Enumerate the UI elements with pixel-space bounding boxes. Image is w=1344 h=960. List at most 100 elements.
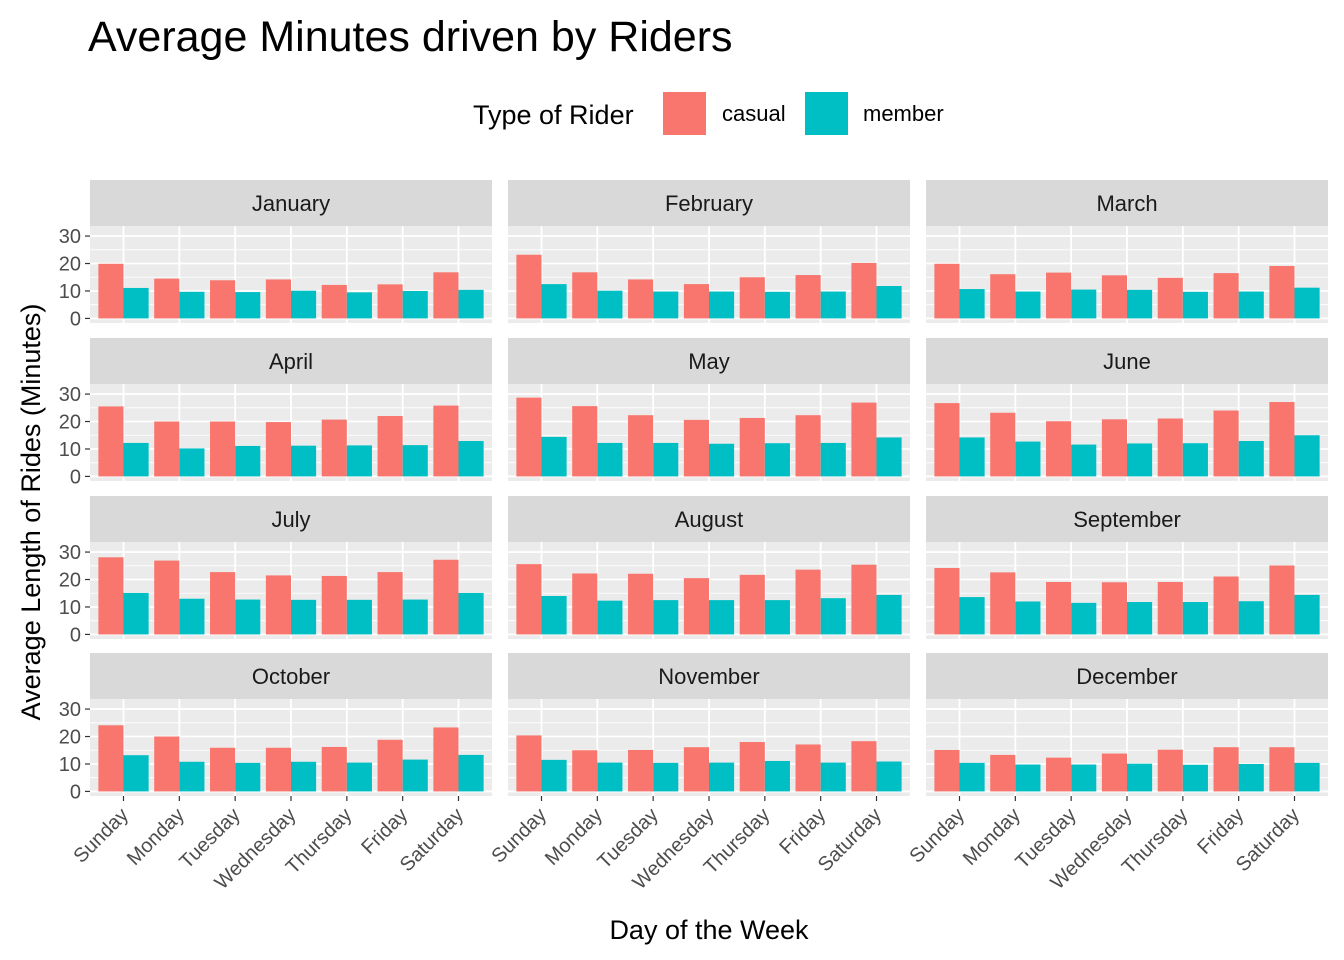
- bar-casual-monday: [990, 572, 1016, 635]
- y-tick-label: 20: [59, 412, 81, 434]
- bar-member-saturday: [458, 754, 484, 792]
- bar-member-friday: [402, 445, 428, 477]
- facet-may: May: [508, 338, 910, 481]
- facet-strip-label: May: [688, 349, 730, 374]
- bar-member-monday: [179, 598, 205, 635]
- bar-casual-tuesday: [1046, 757, 1072, 792]
- bar-casual-wednesday: [265, 575, 291, 635]
- bar-casual-friday: [377, 572, 403, 635]
- bar-member-sunday: [959, 597, 985, 635]
- facet-december: DecemberSundayMondayTuesdayWednesdayThur…: [906, 653, 1328, 894]
- bar-casual-friday: [1213, 747, 1239, 792]
- facet-strip: [508, 653, 910, 699]
- y-tick-label: 0: [70, 624, 81, 646]
- bar-member-friday: [402, 290, 428, 319]
- bar-member-tuesday: [653, 291, 679, 319]
- bar-member-saturday: [876, 286, 902, 319]
- y-tick-label: 30: [59, 226, 81, 248]
- bar-casual-saturday: [433, 272, 459, 319]
- facet-strip-label: August: [675, 507, 744, 532]
- bar-casual-tuesday: [1046, 581, 1072, 635]
- bar-member-tuesday: [653, 600, 679, 635]
- bar-member-sunday: [123, 755, 149, 792]
- x-tick-label: Friday: [1193, 804, 1248, 859]
- facet-strip-label: June: [1103, 349, 1151, 374]
- bar-member-thursday: [1182, 443, 1208, 477]
- bar-casual-tuesday: [628, 279, 654, 319]
- y-tick-label: 30: [59, 384, 81, 406]
- bar-casual-sunday: [934, 263, 960, 319]
- bar-casual-friday: [377, 416, 403, 477]
- legend-title: Type of Rider: [473, 100, 634, 130]
- bar-member-saturday: [876, 437, 902, 477]
- bar-member-wednesday: [1127, 763, 1153, 792]
- bar-member-saturday: [458, 441, 484, 477]
- bar-casual-monday: [990, 412, 1016, 477]
- bar-casual-sunday: [98, 406, 124, 477]
- facet-strip-label: July: [271, 507, 310, 532]
- bar-casual-tuesday: [1046, 272, 1072, 319]
- facet-strip-label: March: [1096, 191, 1157, 216]
- facet-march: March: [926, 180, 1328, 323]
- bar-member-friday: [1238, 441, 1264, 477]
- bar-casual-monday: [154, 560, 180, 635]
- bar-member-monday: [179, 448, 205, 477]
- facet-strip: [926, 496, 1328, 542]
- bar-casual-monday: [572, 573, 598, 635]
- bar-casual-tuesday: [210, 280, 236, 319]
- y-tick-label: 0: [70, 308, 81, 330]
- facet-september: September: [926, 496, 1328, 639]
- bar-casual-friday: [795, 744, 821, 792]
- y-tick-label: 10: [59, 281, 81, 303]
- x-tick-label: Sunday: [70, 804, 134, 868]
- bar-member-thursday: [346, 292, 372, 319]
- bar-member-thursday: [346, 762, 372, 792]
- bar-casual-wednesday: [265, 747, 291, 792]
- y-axis-title: Average Length of Rides (Minutes): [16, 304, 46, 721]
- bar-casual-sunday: [516, 564, 542, 635]
- bar-member-wednesday: [291, 599, 317, 635]
- bar-casual-saturday: [433, 559, 459, 635]
- legend-swatch-casual: [663, 92, 706, 135]
- bar-member-monday: [1015, 441, 1041, 477]
- bar-member-saturday: [1294, 594, 1320, 635]
- bar-member-thursday: [764, 760, 790, 792]
- bar-casual-wednesday: [683, 419, 709, 477]
- bar-member-monday: [1015, 291, 1041, 319]
- bar-member-saturday: [458, 592, 484, 635]
- bar-casual-wednesday: [1101, 582, 1127, 635]
- bar-member-monday: [597, 600, 623, 635]
- bar-casual-thursday: [1157, 418, 1183, 477]
- y-tick-label: 10: [59, 597, 81, 619]
- bar-member-thursday: [764, 600, 790, 635]
- facet-strip: [926, 653, 1328, 699]
- bar-member-saturday: [876, 761, 902, 792]
- bar-casual-sunday: [516, 397, 542, 477]
- bar-casual-saturday: [433, 405, 459, 477]
- bar-casual-saturday: [433, 727, 459, 792]
- y-tick-label: 0: [70, 466, 81, 488]
- facet-strip-label: February: [665, 191, 753, 216]
- bar-casual-monday: [572, 406, 598, 477]
- bar-member-thursday: [1182, 291, 1208, 319]
- legend-label-member: member: [863, 101, 944, 126]
- bar-member-tuesday: [653, 762, 679, 792]
- bar-casual-saturday: [851, 402, 877, 477]
- legend-label-casual: casual: [722, 101, 786, 126]
- bar-casual-thursday: [321, 419, 347, 477]
- bar-casual-friday: [795, 275, 821, 319]
- bar-casual-thursday: [1157, 277, 1183, 319]
- bar-casual-tuesday: [1046, 421, 1072, 477]
- bar-casual-sunday: [98, 725, 124, 792]
- bar-member-wednesday: [1127, 602, 1153, 635]
- facet-strip: [90, 180, 492, 226]
- x-tick-label: Sunday: [906, 804, 970, 868]
- bar-member-thursday: [346, 599, 372, 635]
- bar-member-friday: [820, 291, 846, 319]
- bar-casual-thursday: [739, 742, 765, 792]
- bar-member-monday: [1015, 764, 1041, 792]
- y-tick-label: 10: [59, 754, 81, 776]
- bar-member-saturday: [1294, 287, 1320, 319]
- y-tick-label: 10: [59, 439, 81, 461]
- bar-casual-thursday: [1157, 581, 1183, 635]
